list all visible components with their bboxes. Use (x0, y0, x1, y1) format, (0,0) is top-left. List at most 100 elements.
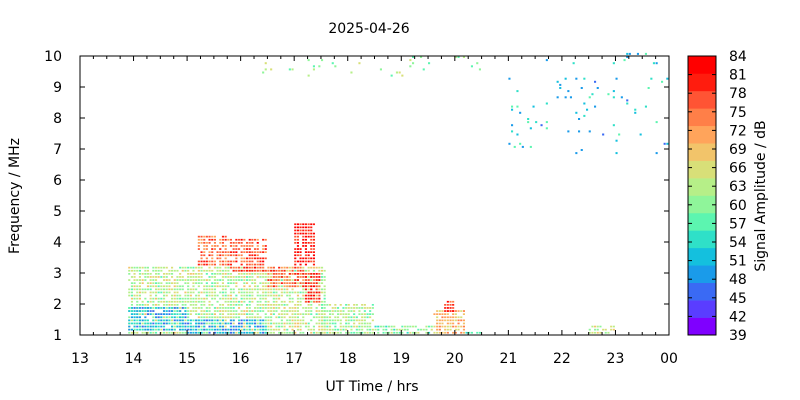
spectrogram-cell (160, 269, 163, 272)
spectrogram-cell (168, 331, 171, 334)
spectrogram-cell (133, 325, 136, 328)
spectrogram-cell (213, 325, 216, 328)
spectrogram-cell (133, 288, 136, 291)
spectrogram-cell (259, 288, 262, 291)
spectrogram-cell (173, 300, 176, 303)
spectrogram-cell (157, 291, 160, 294)
spectrogram-cell (358, 313, 361, 315)
spectrogram-cell (251, 245, 254, 247)
spectrogram-cell (337, 307, 340, 309)
spectrogram-cell (130, 291, 133, 294)
spectrogram-cell (404, 328, 407, 331)
spectrogram-cell (264, 304, 267, 306)
spectrogram-cell (200, 254, 203, 257)
spectrogram-cell (205, 310, 208, 312)
colorbar-segment (688, 247, 716, 266)
spectrogram-cell (444, 310, 447, 312)
spectrogram-cell (184, 331, 187, 334)
spectrogram-cell (454, 331, 457, 334)
spectrogram-cell (160, 291, 163, 294)
spectrogram-cell (398, 71, 401, 74)
spectrogram-cell (146, 322, 149, 325)
spectrogram-cell (462, 313, 465, 315)
spectrogram-cell (259, 319, 262, 322)
spectrogram-cell (248, 322, 251, 325)
spectrogram-cell (262, 257, 265, 260)
spectrogram-cell (238, 331, 241, 334)
spectrogram-cell (157, 273, 160, 275)
spectrogram-cell (168, 282, 171, 284)
spectrogram-cell (205, 269, 208, 272)
spectrogram-cell (238, 279, 241, 281)
spectrogram-cell (224, 276, 227, 278)
spectrogram-cell (221, 313, 224, 315)
spectrogram-cell (275, 304, 278, 306)
spectrogram-cell (441, 313, 444, 315)
spectrogram-cell (286, 266, 289, 269)
spectrogram-cell (288, 285, 291, 288)
spectrogram-cell (264, 68, 267, 71)
spectrogram-cell (288, 269, 291, 272)
spectrogram-cell (259, 300, 262, 303)
spectrogram-cell (310, 282, 313, 284)
spectrogram-cell (363, 316, 366, 319)
spectrogram-cell (612, 124, 615, 127)
spectrogram-cell (200, 331, 203, 334)
spectrogram-cell (149, 331, 152, 334)
spectrogram-cell (602, 328, 605, 331)
spectrogram-cell (259, 266, 262, 269)
spectrogram-cell (227, 276, 230, 278)
spectrogram-cell (179, 313, 182, 315)
spectrogram-cell (436, 319, 439, 322)
spectrogram-cell (200, 310, 203, 312)
spectrogram-cell (243, 273, 246, 275)
spectrogram-cell (304, 260, 307, 263)
spectrogram-cell (412, 56, 415, 58)
spectrogram-cell (371, 304, 374, 306)
spectrogram-cell (588, 328, 591, 331)
spectrogram-cell (128, 266, 131, 269)
spectrogram-cell (136, 291, 139, 294)
spectrogram-cell (192, 266, 195, 269)
spectrogram-cell (345, 313, 348, 315)
spectrogram-cell (195, 282, 198, 284)
spectrogram-cell (203, 238, 206, 241)
spectrogram-cell (454, 316, 457, 319)
spectrogram-cell (636, 52, 639, 55)
spectrogram-cell (136, 307, 139, 309)
spectrogram-cell (310, 307, 313, 309)
spectrogram-cell (146, 288, 149, 291)
spectrogram-cell (203, 319, 206, 322)
spectrogram-cell (157, 328, 160, 331)
spectrogram-cell (221, 297, 224, 300)
spectrogram-cell (302, 276, 305, 278)
spectrogram-cell (291, 282, 294, 284)
spectrogram-cell (173, 294, 176, 297)
spectrogram-cell (224, 316, 227, 319)
spectrogram-cell (323, 269, 326, 272)
spectrogram-cell (192, 288, 195, 291)
spectrogram-cell (246, 319, 249, 322)
spectrogram-cell (243, 245, 246, 247)
spectrogram-cell (452, 307, 455, 309)
spectrogram-cell (270, 313, 273, 315)
spectrogram-cell (299, 331, 302, 334)
spectrogram-cell (321, 328, 324, 331)
spectrogram-cell (246, 251, 249, 253)
spectrogram-cell (184, 310, 187, 312)
spectrogram-cell (446, 307, 449, 309)
spectrogram-cell (264, 291, 267, 294)
spectrogram-cell (315, 285, 318, 288)
spectrogram-cell (438, 328, 441, 331)
spectrogram-cell (128, 322, 131, 325)
spectrogram-cell (323, 325, 326, 328)
spectrogram-cell (235, 331, 238, 334)
spectrogram-cell (138, 313, 141, 315)
spectrogram-cell (283, 288, 286, 291)
spectrogram-cell (138, 282, 141, 284)
spectrogram-cell (307, 291, 310, 294)
spectrogram-cell (219, 322, 222, 325)
spectrogram-cell (179, 297, 182, 300)
spectrogram-cell (275, 276, 278, 278)
